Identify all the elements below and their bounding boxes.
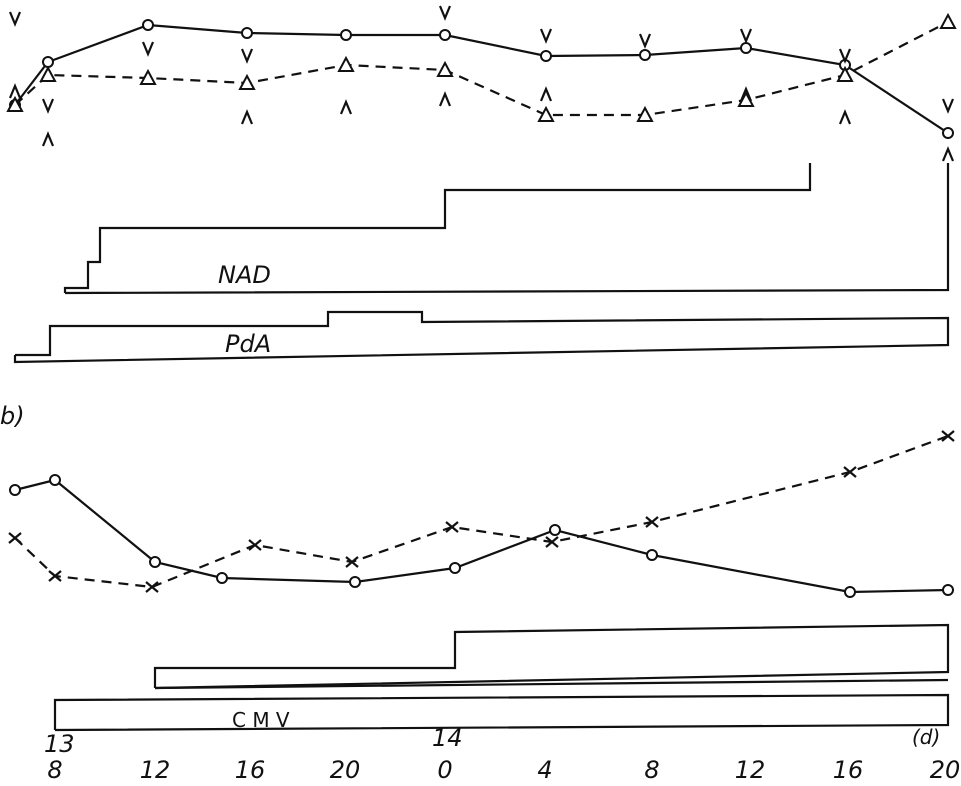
triangle-marker: [838, 68, 852, 81]
panel-label: b): [0, 402, 25, 430]
caret-mark: [43, 134, 53, 146]
triangle-marker: [941, 15, 955, 28]
circle-marker: [450, 563, 460, 573]
hour-label: 8: [644, 756, 659, 784]
v-mark: [440, 6, 450, 18]
circle-marker: [350, 577, 360, 587]
circle-marker: [43, 57, 53, 67]
unit-label: (d): [912, 725, 940, 749]
cmv-bar: [55, 695, 948, 730]
hour-label: 16: [833, 756, 864, 784]
caret-mark: [242, 112, 252, 124]
circle-marker: [10, 485, 20, 495]
v-mark: [640, 34, 650, 46]
dashed-curve: [15, 22, 948, 115]
circle-marker: [440, 30, 450, 40]
v-mark: [741, 29, 751, 41]
caret-mark: [541, 89, 551, 101]
circle-marker: [217, 573, 227, 583]
circle-marker: [943, 585, 953, 595]
circle-marker: [647, 550, 657, 560]
circle-marker: [550, 525, 560, 535]
nad-step: [65, 163, 810, 293]
circle-marker: [541, 51, 551, 61]
circle-marker: [341, 30, 351, 40]
circle-marker: [242, 28, 252, 38]
caret-mark: [440, 94, 450, 106]
v-mark: [10, 12, 20, 24]
hour-label: 12: [735, 756, 766, 784]
circle-marker: [50, 475, 60, 485]
solid-curve: [15, 480, 948, 592]
figure: b) NAD PdA C M V 13 14 (d) 8121620048121…: [0, 0, 961, 786]
circle-marker: [741, 43, 751, 53]
nad-label: NAD: [218, 261, 271, 289]
caret-mark: [840, 112, 850, 124]
solid-curve: [15, 25, 948, 133]
caret-mark: [943, 149, 953, 161]
step-bar: [155, 680, 948, 688]
hour-label: 8: [47, 756, 62, 784]
pda-step: [15, 312, 948, 362]
v-mark: [541, 29, 551, 41]
circle-marker: [640, 50, 650, 60]
circle-marker: [943, 128, 953, 138]
hour-label: 16: [235, 756, 266, 784]
v-mark: [43, 99, 53, 111]
caret-mark: [341, 102, 351, 114]
circle-marker: [845, 587, 855, 597]
hour-label: 12: [140, 756, 171, 784]
hour-label: 20: [330, 756, 361, 784]
circle-marker: [150, 557, 160, 567]
triangle-marker: [438, 63, 452, 76]
v-mark: [943, 99, 953, 111]
v-mark: [143, 42, 153, 54]
hour-label: 4: [537, 756, 552, 784]
v-mark: [242, 49, 252, 61]
page: b) NAD PdA C M V 13 14 (d) 8121620048121…: [0, 0, 961, 786]
day-label: 13: [44, 730, 75, 758]
pda-label: PdA: [225, 330, 271, 358]
triangle-marker: [539, 108, 553, 121]
step-bar: [155, 625, 948, 688]
v-mark: [840, 49, 850, 61]
hour-label: 20: [930, 756, 961, 784]
circle-marker: [143, 20, 153, 30]
hour-label: 0: [437, 756, 452, 784]
